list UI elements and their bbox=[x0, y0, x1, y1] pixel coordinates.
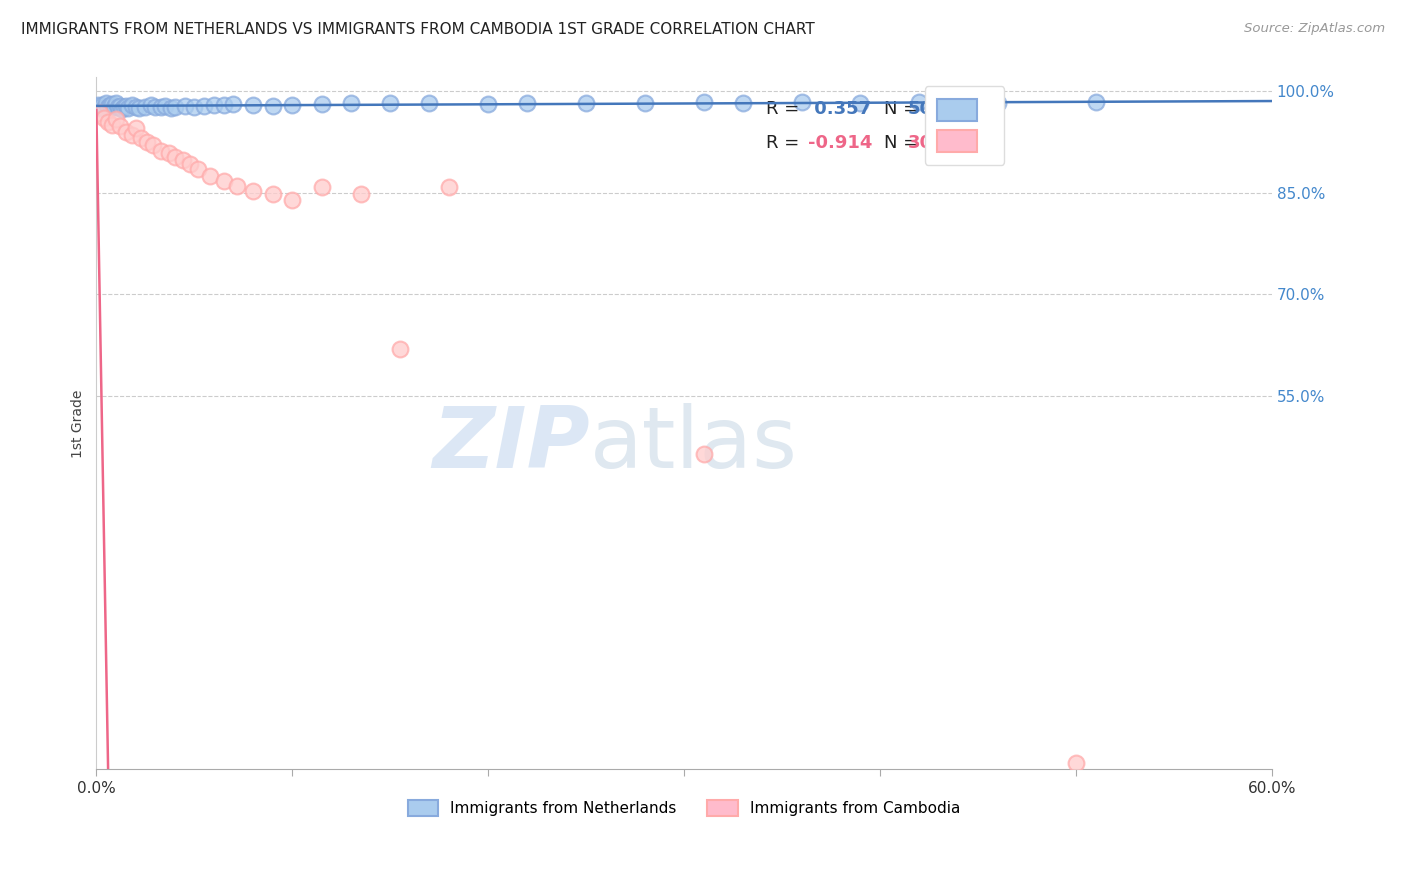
Point bbox=[121, 128, 143, 142]
Text: R =: R = bbox=[766, 134, 806, 153]
Point bbox=[87, 97, 110, 112]
Point bbox=[157, 146, 180, 161]
Point bbox=[212, 173, 235, 187]
Point bbox=[731, 95, 754, 110]
Point bbox=[150, 100, 173, 114]
Point bbox=[114, 99, 136, 113]
Point bbox=[281, 97, 304, 112]
Point bbox=[172, 153, 194, 168]
Point bbox=[418, 96, 440, 111]
Point bbox=[97, 114, 120, 128]
Point bbox=[97, 100, 120, 114]
Point bbox=[89, 101, 111, 115]
Point bbox=[790, 95, 813, 109]
Point bbox=[1084, 95, 1107, 109]
Point bbox=[242, 98, 264, 112]
Point bbox=[1064, 756, 1087, 770]
Point bbox=[179, 157, 201, 171]
Point bbox=[142, 138, 165, 153]
Text: Source: ZipAtlas.com: Source: ZipAtlas.com bbox=[1244, 22, 1385, 36]
Text: N =: N = bbox=[884, 100, 924, 118]
Point bbox=[104, 112, 127, 127]
Point bbox=[340, 96, 363, 111]
Legend: Immigrants from Netherlands, Immigrants from Cambodia: Immigrants from Netherlands, Immigrants … bbox=[401, 793, 969, 824]
Point bbox=[136, 135, 159, 149]
Point bbox=[124, 121, 146, 136]
Point bbox=[124, 100, 146, 114]
Point bbox=[198, 169, 221, 183]
Point bbox=[350, 187, 373, 202]
Point bbox=[477, 96, 499, 111]
Point bbox=[183, 100, 205, 114]
Point bbox=[163, 100, 186, 114]
Point bbox=[389, 342, 412, 356]
Point bbox=[173, 99, 195, 113]
Point bbox=[187, 161, 209, 176]
Point bbox=[91, 97, 114, 112]
Point bbox=[634, 96, 657, 111]
Point bbox=[93, 111, 115, 125]
Text: -0.914: -0.914 bbox=[807, 134, 872, 153]
Point bbox=[103, 100, 125, 114]
Point bbox=[153, 99, 176, 113]
Point bbox=[380, 95, 402, 110]
Text: 0.357: 0.357 bbox=[807, 100, 870, 118]
Point bbox=[94, 96, 117, 111]
Point bbox=[516, 96, 538, 111]
Point bbox=[108, 99, 131, 113]
Point bbox=[311, 96, 333, 111]
Point bbox=[112, 100, 135, 114]
Point bbox=[101, 118, 124, 132]
Point bbox=[108, 120, 131, 134]
Point bbox=[131, 131, 153, 145]
Text: atlas: atlas bbox=[591, 402, 799, 485]
Point bbox=[575, 95, 598, 110]
Point bbox=[242, 185, 264, 199]
Point bbox=[111, 102, 134, 116]
Point bbox=[104, 95, 127, 110]
Point bbox=[143, 100, 166, 114]
Text: N =: N = bbox=[884, 134, 924, 153]
Point bbox=[128, 101, 150, 115]
Point bbox=[212, 97, 235, 112]
Point bbox=[193, 99, 215, 113]
Point bbox=[150, 144, 173, 158]
Point bbox=[101, 96, 124, 111]
Point bbox=[159, 101, 181, 115]
Point bbox=[107, 100, 129, 114]
Point bbox=[134, 100, 156, 114]
Point bbox=[202, 98, 225, 112]
Point bbox=[93, 101, 115, 115]
Text: 30: 30 bbox=[907, 134, 932, 153]
Text: R =: R = bbox=[766, 100, 806, 118]
Point bbox=[311, 180, 333, 194]
Y-axis label: 1st Grade: 1st Grade bbox=[72, 389, 86, 458]
Point bbox=[693, 447, 716, 461]
Point bbox=[222, 96, 245, 111]
Point bbox=[89, 105, 111, 120]
Point bbox=[163, 150, 186, 164]
Point bbox=[121, 97, 143, 112]
Point bbox=[114, 125, 136, 139]
Point bbox=[98, 98, 121, 112]
Text: IMMIGRANTS FROM NETHERLANDS VS IMMIGRANTS FROM CAMBODIA 1ST GRADE CORRELATION CH: IMMIGRANTS FROM NETHERLANDS VS IMMIGRANT… bbox=[21, 22, 815, 37]
Point bbox=[262, 99, 284, 113]
Point bbox=[987, 95, 1010, 110]
Text: ZIP: ZIP bbox=[433, 402, 591, 485]
Point bbox=[281, 193, 304, 207]
Point bbox=[693, 95, 716, 109]
Point bbox=[908, 95, 931, 109]
Point bbox=[262, 187, 284, 202]
Point bbox=[849, 95, 872, 110]
Point bbox=[141, 98, 163, 112]
Point bbox=[226, 178, 249, 193]
Point bbox=[117, 101, 139, 115]
Text: 50: 50 bbox=[907, 100, 932, 118]
Point bbox=[437, 180, 460, 194]
